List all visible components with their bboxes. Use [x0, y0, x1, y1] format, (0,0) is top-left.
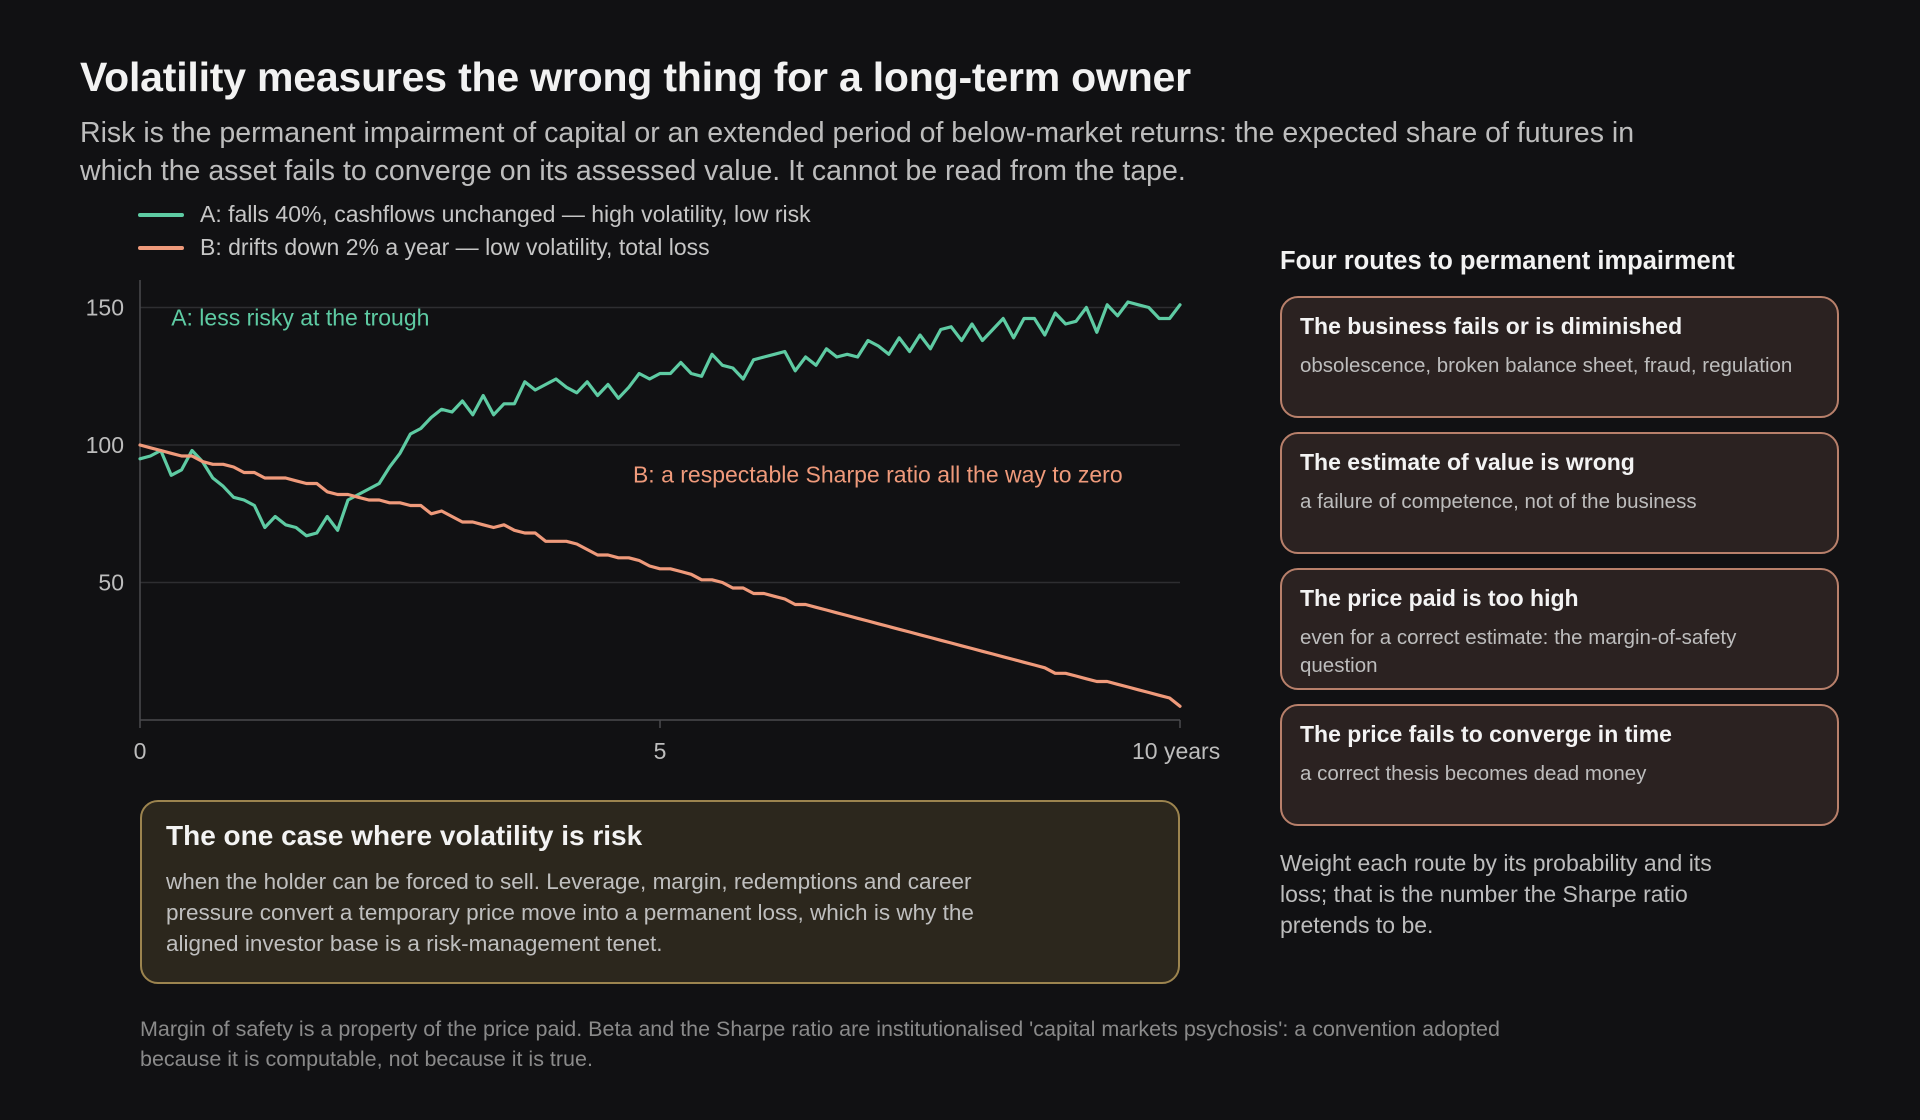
x-tick-label: 5: [654, 738, 667, 764]
callout-title: The one case where volatility is risk: [166, 820, 643, 851]
chart-legend: A: falls 40%, cashflows unchanged — high…: [138, 198, 811, 264]
volatility-risk-callout: The one case where volatility is risk wh…: [140, 800, 1180, 984]
route-card-estimate-wrong: The estimate of value is wrong a failure…: [1280, 432, 1839, 554]
legend-swatch-series-a: [138, 212, 184, 217]
y-tick-label: 150: [86, 295, 124, 321]
route-description: a correct thesis becomes dead money: [1300, 762, 1647, 785]
route-description: obsolescence, broken balance sheet, frau…: [1300, 354, 1793, 377]
x-tick-label: 10 years: [1132, 738, 1220, 764]
y-tick-label: 100: [86, 432, 124, 458]
page-subtitle: Risk is the permanent impairment of capi…: [80, 117, 1635, 187]
legend-swatch-series-b: [138, 245, 184, 250]
legend-item-series-b: B: drifts down 2% a year — low volatilit…: [138, 231, 811, 264]
route-title: The price fails to converge in time: [1300, 721, 1672, 747]
footnote: Margin of safety is a property of the pr…: [140, 1017, 1500, 1071]
y-tick-label: 50: [98, 570, 124, 596]
route-description: a failure of competence, not of the busi…: [1300, 490, 1697, 513]
price-chart: 50 100 150 0 5 10 years A: less risky at the t…: [86, 280, 1220, 764]
route-title: The estimate of value is wrong: [1300, 449, 1635, 475]
route-title: The business fails or is diminished: [1300, 313, 1683, 339]
route-title: The price paid is too high: [1300, 585, 1579, 611]
legend-label-series-b: B: drifts down 2% a year — low volatilit…: [200, 234, 710, 260]
legend-item-series-a: A: falls 40%, cashflows unchanged — high…: [138, 198, 811, 231]
routes-heading: Four routes to permanent impairment: [1280, 247, 1735, 275]
route-card-business-fails: The business fails or is diminished obso…: [1280, 296, 1839, 418]
legend-label-series-a: A: falls 40%, cashflows unchanged — high…: [200, 201, 811, 227]
weight-note: Weight each route by its probability and…: [1280, 850, 1712, 938]
route-card-price-too-high: The price paid is too high even for a co…: [1280, 568, 1839, 690]
x-tick-label: 0: [134, 738, 147, 764]
route-card-fails-to-converge: The price fails to converge in time a co…: [1280, 704, 1839, 826]
callout-body: when the holder can be forced to sell. L…: [166, 869, 974, 956]
route-description: even for a correct estimate: the margin-…: [1300, 626, 1737, 677]
series-a-line: [138, 300, 1182, 538]
annotation-series-b: B: a respectable Sharpe ratio all the wa…: [633, 461, 1123, 487]
annotation-series-a: A: less risky at the trough: [171, 305, 429, 331]
page-title: Volatility measures the wrong thing for …: [80, 54, 1191, 100]
series-b-line: [138, 443, 1182, 708]
